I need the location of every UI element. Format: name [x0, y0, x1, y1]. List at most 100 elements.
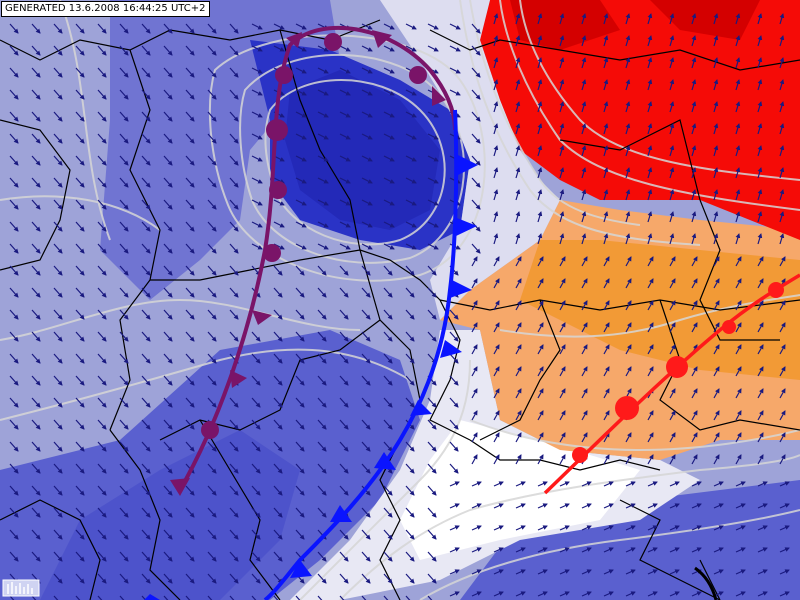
wind-arrow — [713, 233, 719, 245]
wind-arrow — [383, 595, 389, 600]
wind-arrow — [647, 481, 658, 487]
wind-arrow — [229, 155, 239, 166]
wind-arrow — [559, 525, 570, 531]
wind-arrow — [295, 529, 305, 540]
wind-arrow — [9, 45, 19, 56]
wind-arrow — [647, 547, 658, 553]
wind-arrow — [537, 569, 548, 575]
wind-arrow — [141, 507, 151, 518]
wind-arrow — [273, 441, 283, 452]
wind-arrow — [185, 23, 195, 34]
wind-arrow — [141, 375, 151, 386]
wind-arrow — [493, 79, 499, 91]
wind-arrow — [647, 503, 658, 509]
wind-arrow — [735, 410, 742, 421]
wind-arrow — [317, 199, 329, 206]
wind-arrow — [515, 35, 521, 47]
wind-arrow — [163, 133, 173, 144]
wind-arrow — [669, 35, 675, 47]
wind-arrow — [515, 569, 526, 575]
wind-arrow — [625, 123, 631, 135]
wind-arrow — [669, 233, 675, 245]
wind-arrow — [339, 265, 349, 276]
wind-arrow — [515, 300, 522, 311]
wind-arrow — [713, 344, 720, 355]
wind-arrow — [735, 79, 741, 91]
wind-arrow — [537, 123, 543, 135]
wind-arrow — [559, 454, 566, 465]
wind-arrow — [207, 551, 217, 562]
wind-arrow — [31, 485, 41, 496]
wind-arrow — [757, 569, 768, 575]
wind-arrow — [625, 278, 632, 289]
wind-arrow — [669, 57, 675, 69]
wind-arrow — [229, 595, 235, 600]
wind-arrow — [449, 419, 459, 430]
wind-arrow — [75, 375, 85, 386]
wind-arrow — [141, 243, 151, 254]
wind-arrow — [361, 331, 371, 342]
wind-arrow — [75, 441, 85, 452]
wind-arrow — [339, 111, 351, 118]
wind-arrow — [31, 155, 41, 166]
wind-arrow — [273, 419, 283, 430]
wind-arrow — [427, 221, 439, 228]
wind-arrow — [427, 111, 439, 118]
wind-arrow — [229, 89, 239, 100]
wind-arrow — [647, 344, 654, 355]
wind-arrow — [779, 569, 790, 575]
wind-arrow — [383, 309, 393, 320]
wind-arrow — [97, 353, 107, 364]
wind-arrow — [713, 278, 720, 289]
wind-arrow — [383, 111, 395, 118]
wind-arrow — [141, 551, 151, 562]
wind-arrow — [471, 503, 482, 509]
warm-front — [543, 273, 800, 495]
wind-arrow — [581, 211, 587, 223]
wind-arrow — [97, 573, 107, 584]
wind-arrow — [251, 463, 261, 474]
wind-arrow — [141, 441, 151, 452]
wind-arrow — [251, 595, 257, 600]
wind-arrow — [471, 111, 481, 122]
wind-arrow — [559, 123, 565, 135]
wind-arrow — [229, 485, 239, 496]
wind-arrow — [779, 344, 786, 355]
wind-arrow — [97, 331, 107, 342]
wind-arrow — [471, 133, 481, 144]
wind-arrow — [691, 57, 697, 69]
wind-arrow — [75, 573, 85, 584]
wind-arrow — [493, 591, 504, 597]
wind-arrow — [779, 432, 786, 443]
wind-arrow — [229, 573, 239, 584]
wind-arrow — [185, 331, 195, 342]
wind-arrow — [31, 67, 41, 78]
wind-arrow — [9, 595, 15, 600]
wind-arrow — [229, 23, 239, 34]
wind-arrow — [251, 485, 261, 496]
wind-arrow — [97, 529, 107, 540]
wind-arrow — [603, 591, 614, 597]
wind-arrow — [185, 573, 195, 584]
wind-arrow — [141, 23, 151, 34]
wind-arrow — [537, 167, 543, 179]
wind-arrow — [779, 189, 785, 201]
wind-arrow — [97, 507, 107, 518]
wind-arrow — [163, 287, 173, 298]
wind-arrow — [537, 13, 543, 25]
wind-arrow — [207, 463, 217, 474]
wind-arrow — [339, 353, 349, 364]
wind-arrow — [185, 177, 195, 188]
wind-arrow — [141, 287, 151, 298]
wind-arrow — [317, 243, 329, 250]
wind-arrow — [559, 189, 565, 201]
wind-arrow — [9, 353, 19, 364]
wind-arrow — [625, 101, 631, 113]
wind-arrow — [75, 133, 85, 144]
wind-arrow — [581, 13, 587, 25]
wind-arrow — [141, 309, 151, 320]
wind-arrow — [339, 155, 351, 162]
wind-arrow — [735, 569, 746, 575]
wind-arrow — [163, 199, 173, 210]
wind-arrow — [757, 35, 763, 47]
